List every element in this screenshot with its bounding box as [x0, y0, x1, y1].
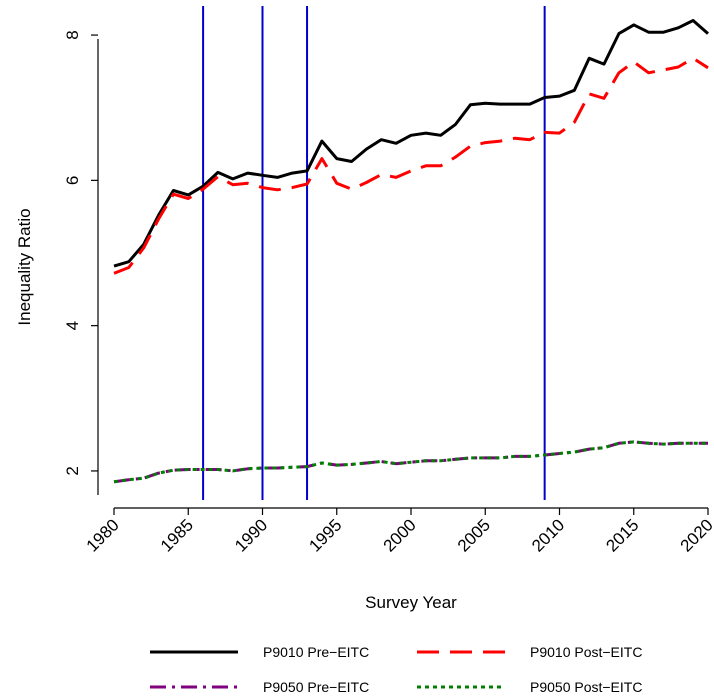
x-tick-label: 2010 [528, 515, 568, 555]
y-tick-label: 6 [63, 176, 82, 185]
x-tick-label: 2005 [454, 515, 494, 555]
y-tick-label: 4 [63, 321, 82, 330]
y-tick-label: 2 [63, 466, 82, 475]
axes [91, 34, 709, 515]
legend-label-3: P9050 Pre−EITC [263, 679, 369, 695]
x-tick-label: 2015 [602, 515, 642, 555]
legend-label-4: P9050 Post−EITC [530, 679, 642, 695]
x-tick-label: 1985 [157, 515, 197, 555]
x-tick-label: 2020 [677, 515, 714, 555]
x-axis-label: Survey Year [365, 593, 457, 612]
series-line-4 [113, 440, 708, 484]
series-line-1 [113, 19, 709, 268]
x-tick-label: 2000 [380, 515, 420, 555]
y-tick-label: 8 [63, 30, 82, 39]
plot-area [113, 6, 709, 500]
series-line-2 [113, 56, 709, 275]
legend-label-1: P9010 Pre−EITC [263, 644, 369, 660]
legend: P9010 Pre−EITC P9010 Post−EITC P9050 Pre−E… [150, 644, 642, 695]
y-axis-label: Inequality Ratio [15, 208, 34, 325]
x-tick-label: 1980 [83, 515, 123, 555]
x-tick-label: 1995 [305, 515, 345, 555]
x-tick-label: 1990 [231, 515, 271, 555]
tick-labels: 1980 1985 1990 1995 2000 2005 2010 2015 2020 2 4 6 8 [63, 30, 714, 555]
legend-label-2: P9010 Post−EITC [530, 644, 642, 660]
